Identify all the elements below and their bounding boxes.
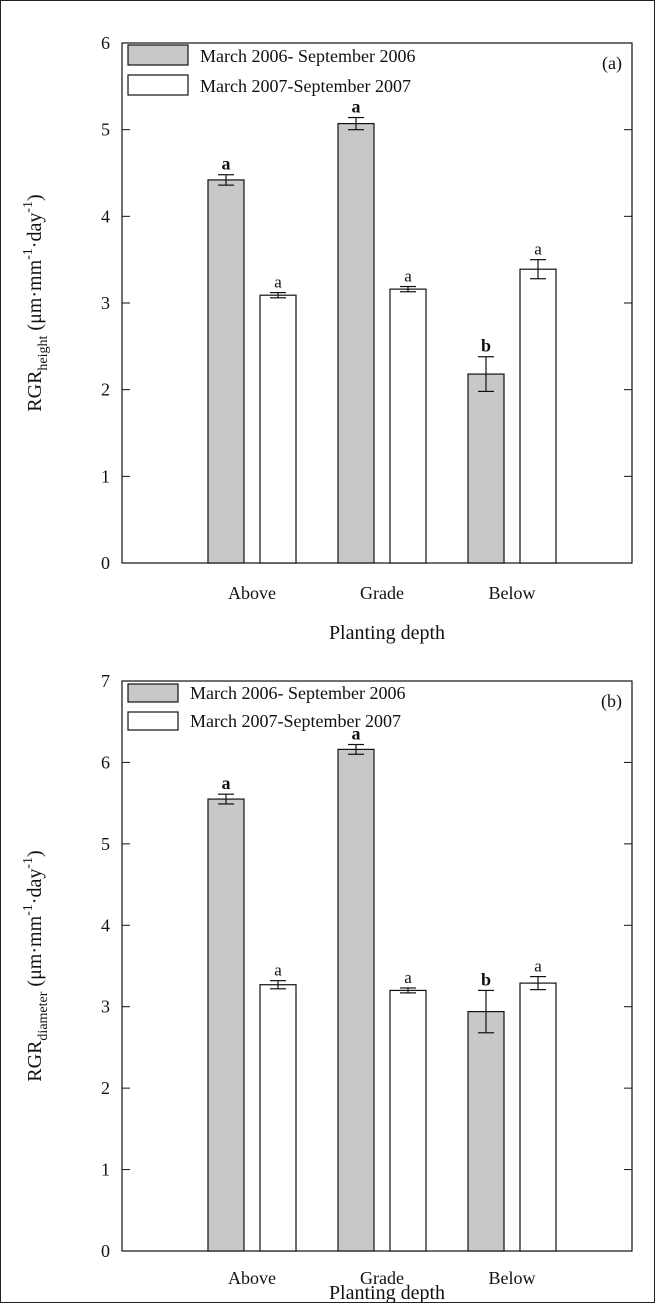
y-axis-title-part: -1 <box>21 201 36 213</box>
legend-label: March 2007-September 2007 <box>200 76 411 96</box>
x-category-label: Grade <box>360 1268 404 1288</box>
y-axis-title-part: ·day <box>24 213 46 249</box>
y-tick-label: 6 <box>101 33 110 53</box>
significance-letter: a <box>534 957 542 976</box>
plot-frame <box>121 680 633 1252</box>
legend-swatch <box>127 683 179 703</box>
significance-letter: a <box>274 961 282 980</box>
y-tick-label: 3 <box>101 997 110 1017</box>
legend-swatch <box>127 44 189 66</box>
bar <box>259 984 297 1252</box>
y-tick-label: 7 <box>101 671 110 691</box>
legend-swatch <box>127 711 179 731</box>
bar <box>337 748 375 1252</box>
legend-label: March 2006- September 2006 <box>200 46 415 66</box>
y-tick-label: 5 <box>101 834 110 854</box>
legend-label: March 2006- September 2006 <box>190 683 405 703</box>
y-tick-label: 0 <box>101 1241 110 1261</box>
y-tick-label: 6 <box>101 752 110 772</box>
x-category-label: Above <box>228 1268 276 1288</box>
y-tick-label: 0 <box>101 553 110 573</box>
panel-a: 0 1 2 3 4 5 6 a a b a a a Above Grade Below Planting dep… <box>21 33 633 644</box>
y-tick-label: 1 <box>101 466 110 486</box>
y-tick-label: 5 <box>101 120 110 140</box>
significance-letter: a <box>222 773 231 793</box>
y-axis-title-part: -1 <box>21 857 36 869</box>
y-axis-title-part: -1 <box>21 248 36 260</box>
y-axis-title-part: (μm·mm <box>24 259 46 335</box>
y-axis-title-part: ) <box>24 194 46 201</box>
y-axis-title-part: ·day <box>24 869 46 905</box>
significance-letter: b <box>481 969 491 989</box>
x-category-label: Grade <box>360 583 404 603</box>
y-tick-label: 2 <box>101 1078 110 1098</box>
x-axis-title: Planting depth <box>329 622 445 644</box>
bar <box>389 989 427 1252</box>
y-axis-title: RGRdiameter (μm·mm-1·day-1) <box>21 850 51 1081</box>
significance-letter: a <box>274 273 282 292</box>
x-category-label: Below <box>489 583 536 603</box>
y-axis-title-part: -1 <box>21 904 36 916</box>
x-category-label: Below <box>489 1268 536 1288</box>
legend-swatch <box>127 74 189 96</box>
significance-letter: b <box>481 336 491 356</box>
y-axis-title-part: diameter <box>36 991 51 1040</box>
y-axis-title-part: (μm·mm <box>24 915 46 991</box>
bar <box>467 373 505 564</box>
y-tick-label: 4 <box>101 915 110 935</box>
y-tick-label: 4 <box>101 206 110 226</box>
y-tick-label: 3 <box>101 293 110 313</box>
y-axis-title-part: height <box>36 335 51 370</box>
bar <box>467 1010 505 1252</box>
x-axis-title: Planting depth <box>329 1282 445 1302</box>
x-category-label: Above <box>228 583 276 603</box>
y-axis-title-part: RGR <box>24 370 46 412</box>
panel-label: (a) <box>602 53 622 74</box>
significance-letter: a <box>352 724 361 744</box>
significance-letter: a <box>404 968 412 987</box>
bar <box>389 288 427 564</box>
bar <box>207 798 245 1252</box>
bar <box>207 179 245 564</box>
significance-letter: a <box>222 154 231 174</box>
bar <box>259 294 297 564</box>
panel-b: 0 1 2 3 4 5 6 7 a a b a a a Above Grade Below Planting de… <box>21 671 633 1304</box>
y-axis-title-part: RGR <box>24 1040 46 1082</box>
significance-letter: a <box>352 97 361 117</box>
bar <box>337 122 375 564</box>
y-tick-label: 2 <box>101 380 110 400</box>
panel-label: (b) <box>601 691 622 712</box>
significance-letter: a <box>534 240 542 259</box>
y-axis-title-part: ) <box>24 850 46 857</box>
y-tick-label: 1 <box>101 1160 110 1180</box>
legend-label: March 2007-September 2007 <box>190 711 401 731</box>
bar <box>519 982 557 1252</box>
significance-letter: a <box>404 267 412 286</box>
y-axis-title: RGRheight (μm·mm-1·day-1) <box>21 194 51 411</box>
bar <box>519 268 557 564</box>
